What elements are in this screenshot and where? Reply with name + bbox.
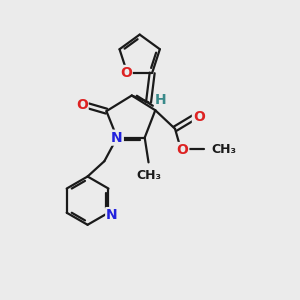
Text: CH₃: CH₃ [212, 143, 237, 156]
Text: N: N [111, 130, 123, 145]
Text: H: H [155, 93, 167, 107]
Text: O: O [120, 66, 132, 80]
Text: O: O [193, 110, 205, 124]
Text: O: O [76, 98, 88, 112]
Text: O: O [176, 143, 188, 157]
Text: CH₃: CH₃ [136, 169, 162, 182]
Text: N: N [106, 208, 118, 222]
